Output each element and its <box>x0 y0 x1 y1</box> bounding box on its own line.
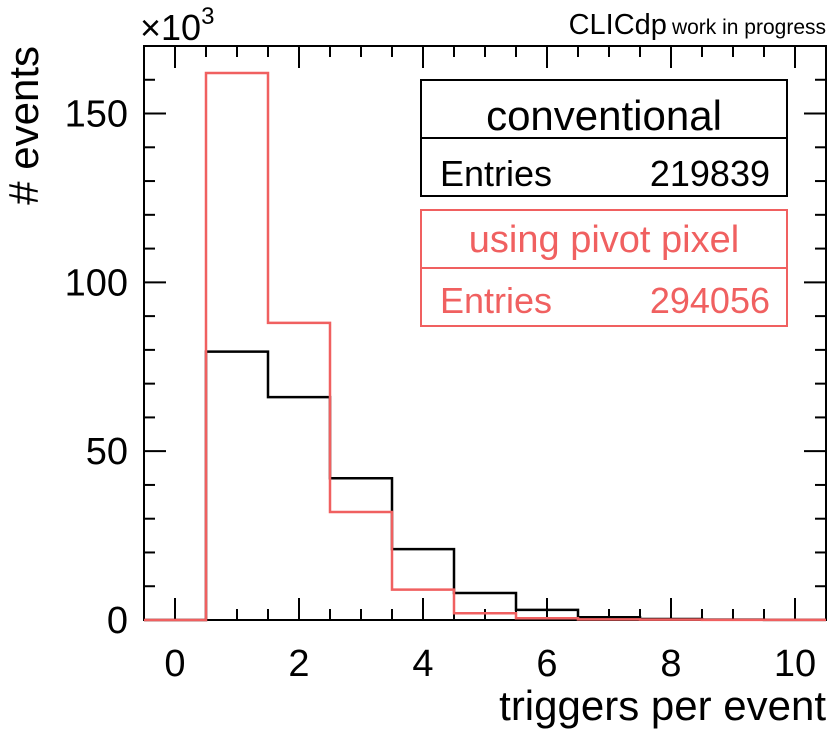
x-tick-label: 8 <box>660 643 681 685</box>
histogram-conventional <box>144 350 826 622</box>
y-tick-label: 50 <box>86 431 128 473</box>
x-tick-labels: 0 2 4 6 8 10 <box>164 643 816 685</box>
y-axis-title: # events <box>0 46 47 205</box>
clicdp-label: CLICdp work in progress <box>569 9 826 41</box>
x-tick-label: 2 <box>288 643 309 685</box>
x-axis-title: triggers per event <box>499 682 826 729</box>
legend-series-name: using pivot pixel <box>469 219 739 261</box>
y-tick-label: 0 <box>107 600 128 642</box>
x-tick-label: 10 <box>774 643 816 685</box>
legend-pivot-pixel: using pivot pixel Entries 294056 <box>420 209 788 327</box>
legend-conventional: conventional Entries 219839 <box>420 79 788 197</box>
x-tick-label: 6 <box>536 643 557 685</box>
y-tick-label: 100 <box>65 262 128 304</box>
y-axis-multiplier: ×103 <box>140 3 214 48</box>
y-tick-label: 150 <box>65 94 128 136</box>
legend-series-name: conventional <box>486 92 722 139</box>
legend-entries-value: 294056 <box>650 280 770 321</box>
x-tick-label: 4 <box>412 643 433 685</box>
legend-entries-label: Entries <box>440 153 552 194</box>
legend-entries-value: 219839 <box>650 153 770 194</box>
legend-entries-label: Entries <box>440 280 552 321</box>
x-tick-label: 0 <box>164 643 185 685</box>
histogram-using-pivot-pixel <box>144 71 826 622</box>
histogram-series <box>144 71 826 622</box>
axis-ticks <box>144 45 826 621</box>
y-tick-labels: 0 50 100 150 <box>65 94 128 642</box>
